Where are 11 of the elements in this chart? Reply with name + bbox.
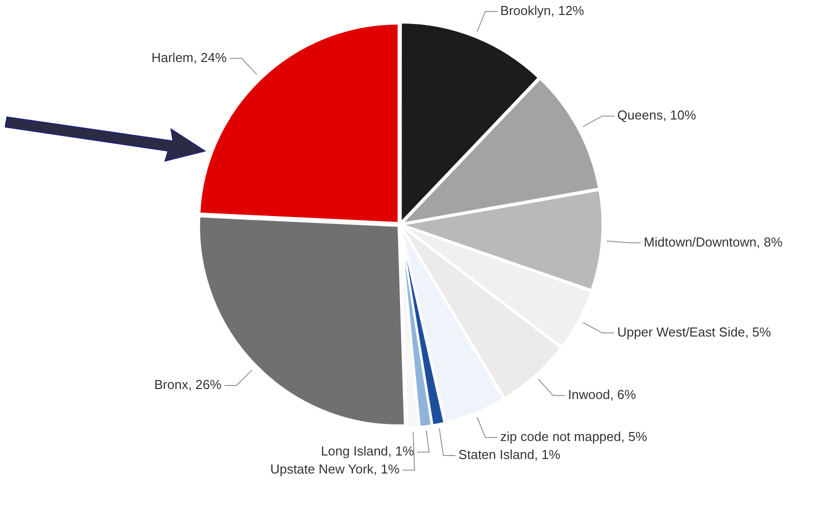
slice-label: Upper West/East Side, 5% xyxy=(617,324,772,340)
slice-label: Inwood, 6% xyxy=(568,387,636,402)
slice-label: Long Island, 1% xyxy=(320,444,414,459)
slice-label: Queens, 10% xyxy=(617,108,697,123)
slice-label: zip code not mapped, 5% xyxy=(500,429,648,444)
slice-label: Brooklyn, 12% xyxy=(500,3,585,18)
slice-label: Midtown/Downtown, 8% xyxy=(644,234,783,250)
slice-label: Harlem, 24% xyxy=(151,50,228,65)
slice-label: Staten Island, 1% xyxy=(458,447,561,462)
slice-label: Upstate New York, 1% xyxy=(270,462,400,477)
slice-label: Bronx, 26% xyxy=(154,377,222,392)
